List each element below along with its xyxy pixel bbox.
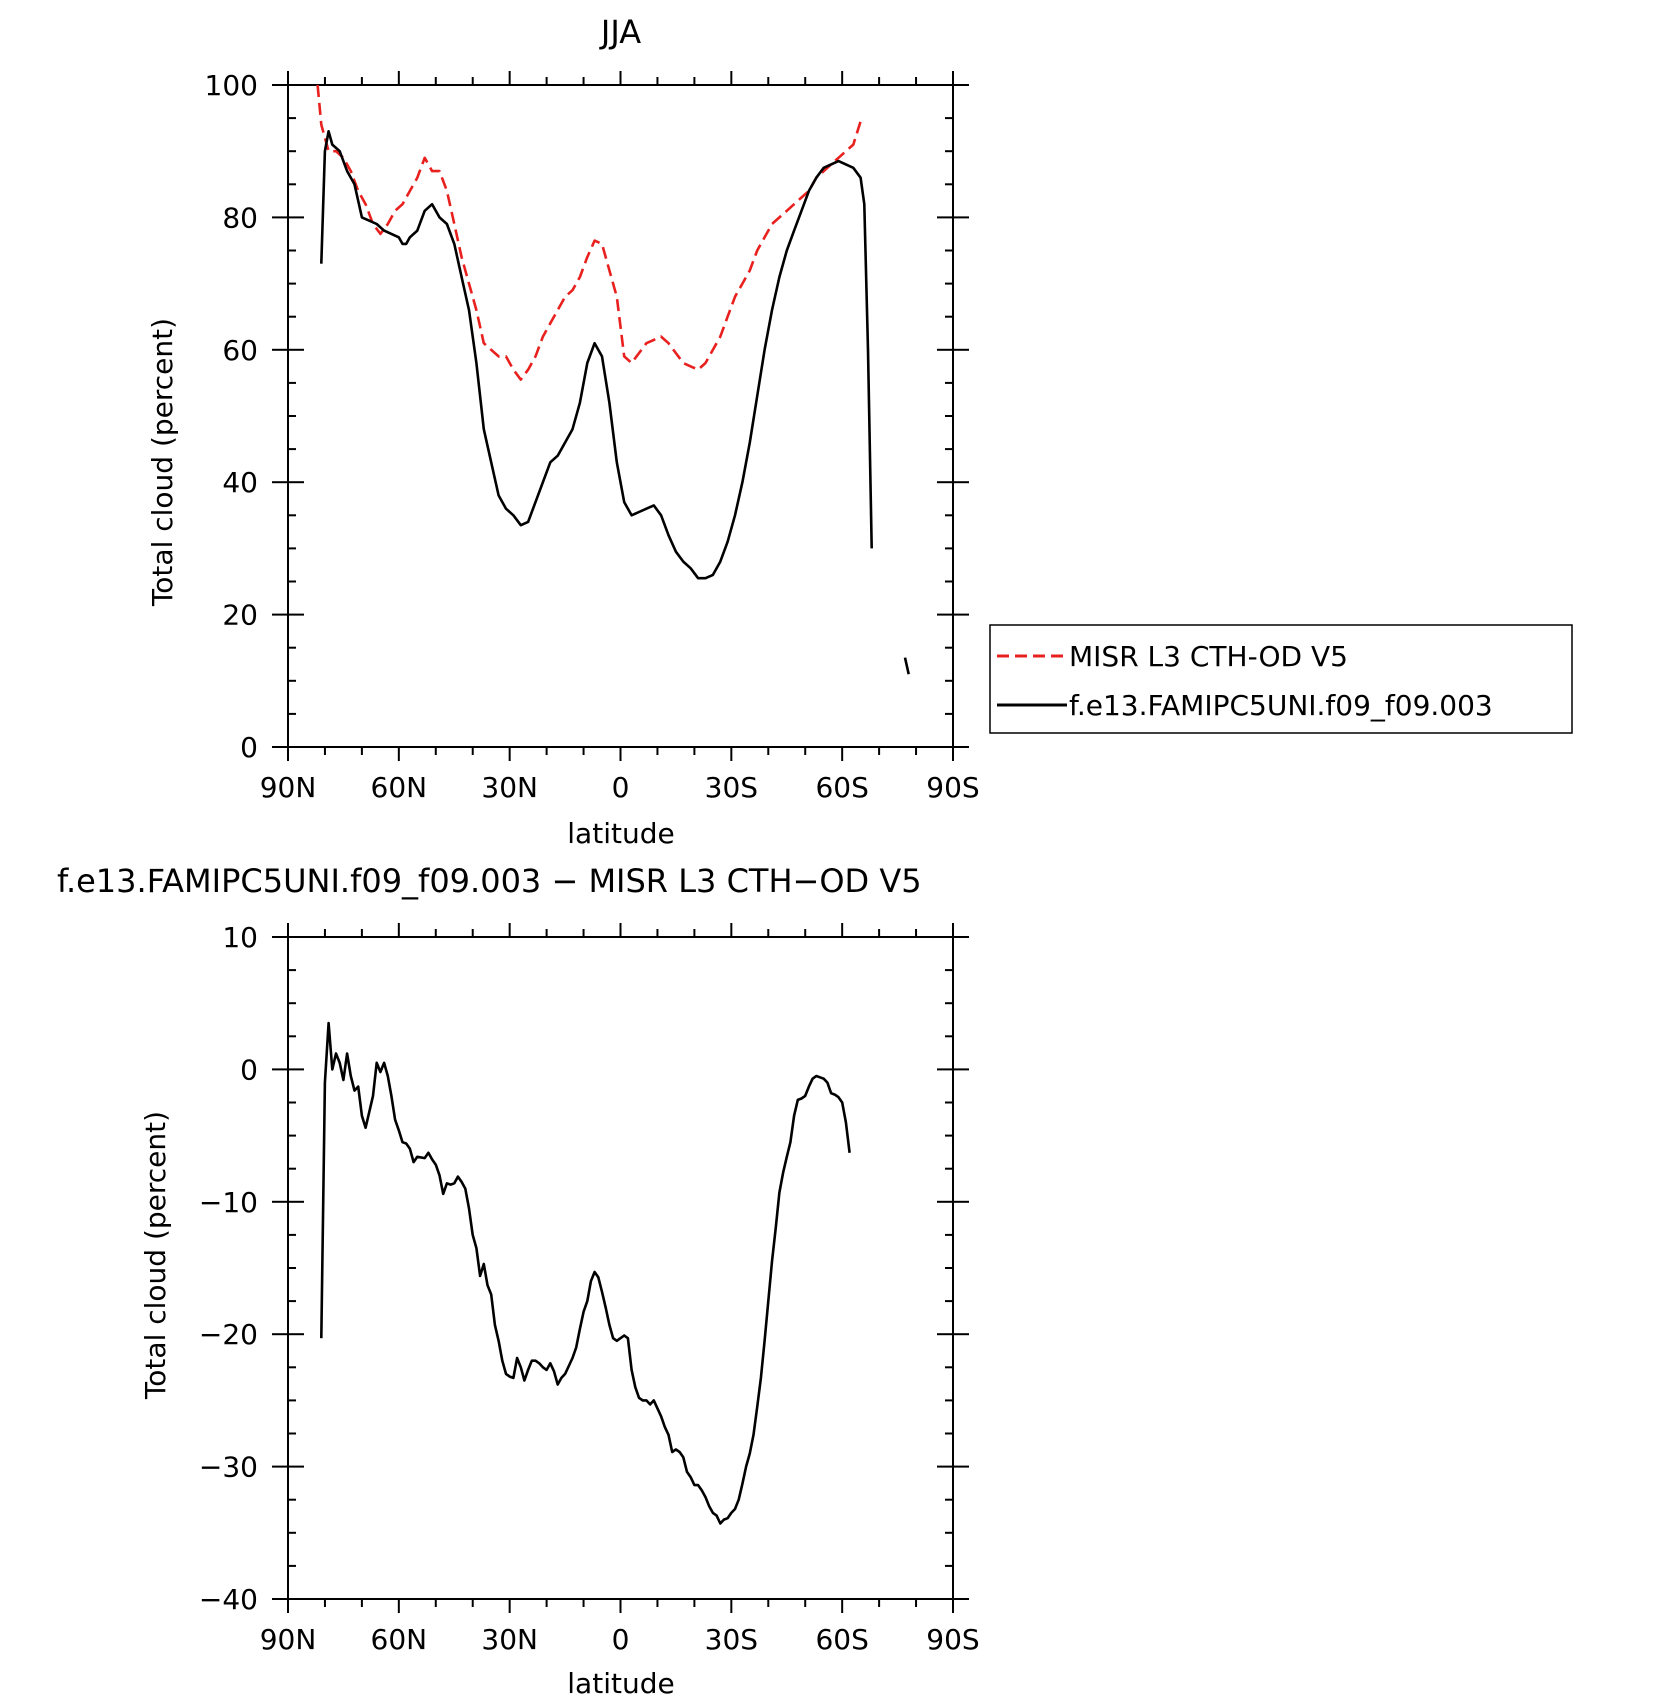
x-tick-label: 30S bbox=[705, 771, 758, 804]
y-tick-label: 20 bbox=[222, 599, 258, 632]
y-tick-label: 80 bbox=[222, 201, 258, 234]
x-tick-label: 90S bbox=[926, 1623, 979, 1656]
top-panel-jja: JJA latitude Total cloud (percent) 90N 60… bbox=[146, 13, 1573, 850]
y-tick-label: −30 bbox=[199, 1451, 258, 1484]
x-tick-label: 0 bbox=[612, 771, 630, 804]
x-tick-label: 60S bbox=[815, 1623, 868, 1656]
plot-area: 90N 60N 30N 0 30S 60S 90S 10 0 −10 −20 −30 −40 bbox=[199, 921, 980, 1656]
series-line-0 bbox=[316, 84, 862, 381]
x-axis-label: latitude bbox=[567, 1667, 674, 1700]
series-line-0 bbox=[320, 1021, 851, 1525]
x-tick-label: 30S bbox=[705, 1623, 758, 1656]
legend: MISR L3 CTH-OD V5 f.e13.FAMIPC5UNI.f09_f… bbox=[989, 624, 1573, 734]
x-tick-label: 90S bbox=[926, 771, 979, 804]
series-line-2 bbox=[903, 657, 910, 675]
y-tick-label: 0 bbox=[240, 731, 258, 764]
bottom-panel-difference: f.e13.FAMIPC5UNI.f09_f09.003 − MISR L3 C… bbox=[57, 862, 980, 1700]
chart-title: f.e13.FAMIPC5UNI.f09_f09.003 − MISR L3 C… bbox=[57, 862, 922, 900]
legend-label-misr: MISR L3 CTH-OD V5 bbox=[1069, 640, 1348, 673]
series-line-1 bbox=[320, 130, 873, 580]
plot-frame bbox=[287, 936, 954, 1600]
y-tick-label: 60 bbox=[222, 334, 258, 367]
y-axis-label: Total cloud (percent) bbox=[146, 318, 179, 607]
y-axis-label: Total cloud (percent) bbox=[139, 1111, 172, 1400]
chart-title: JJA bbox=[599, 13, 641, 51]
plot-frame bbox=[287, 84, 954, 748]
plot-area: 90N 60N 30N 0 30S 60S 90S 0 20 40 60 80 100 bbox=[205, 69, 980, 804]
x-tick-label: 60S bbox=[815, 771, 868, 804]
y-tick-label: 0 bbox=[240, 1053, 258, 1086]
x-tick-label: 30N bbox=[481, 1623, 538, 1656]
y-tick-label: 40 bbox=[222, 466, 258, 499]
x-tick-label: 90N bbox=[260, 771, 317, 804]
x-tick-label: 90N bbox=[260, 1623, 317, 1656]
x-tick-label: 60N bbox=[371, 1623, 428, 1656]
x-tick-label: 30N bbox=[481, 771, 538, 804]
y-tick-label: −20 bbox=[199, 1318, 258, 1351]
legend-label-model: f.e13.FAMIPC5UNI.f09_f09.003 bbox=[1069, 689, 1493, 722]
y-tick-label: 100 bbox=[205, 69, 258, 102]
legend-box bbox=[989, 624, 1573, 734]
x-tick-label: 60N bbox=[371, 771, 428, 804]
x-axis-label: latitude bbox=[567, 817, 674, 850]
y-tick-label: 10 bbox=[222, 921, 258, 954]
y-tick-label: −40 bbox=[199, 1583, 258, 1616]
x-tick-label: 0 bbox=[612, 1623, 630, 1656]
y-tick-label: −10 bbox=[199, 1186, 258, 1219]
